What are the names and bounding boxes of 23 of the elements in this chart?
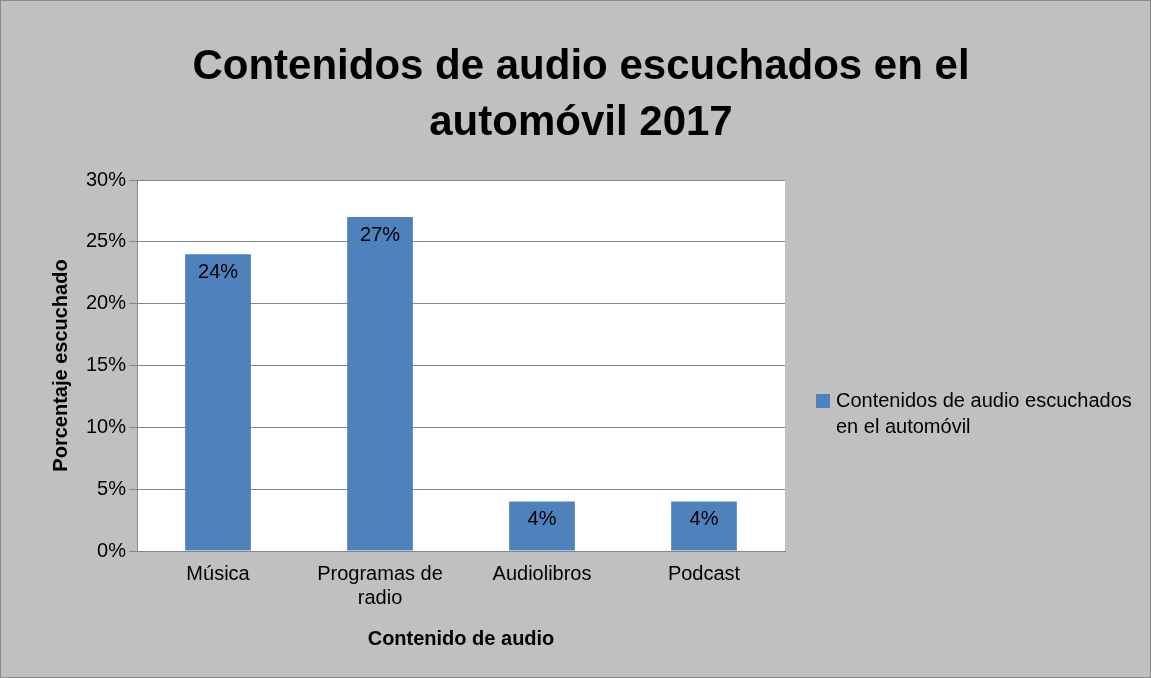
bar	[671, 501, 737, 551]
y-tick-label: 0%	[97, 538, 127, 561]
y-tick-label: 15%	[86, 353, 127, 376]
y-tick-label: 20%	[86, 291, 127, 314]
y-axis-title: Porcentaje escuchado	[48, 259, 71, 472]
data-label: 4%	[527, 507, 557, 530]
data-label: 27%	[360, 222, 401, 245]
bar	[347, 217, 413, 551]
y-tick-label: 25%	[86, 229, 127, 252]
data-label: 4%	[689, 507, 719, 530]
chart-title: Contenidos de audio escuchados en el automóvil 2017	[191, 40, 971, 146]
bar	[509, 501, 575, 551]
x-axis-title: Contenido de audio	[367, 626, 555, 649]
x-tick-label: Música	[186, 561, 251, 584]
x-tick-label: Programas de radio	[317, 561, 443, 608]
y-tick-label: 10%	[86, 414, 127, 437]
x-tick-label: Podcast	[667, 561, 741, 584]
bar	[185, 254, 251, 551]
y-tick-label: 30%	[86, 167, 127, 190]
legend-label: Contenidos de audio escuchados en el automóvil	[836, 388, 1133, 439]
data-label: 24%	[198, 259, 239, 282]
x-tick-label: Audiolibros	[492, 561, 592, 584]
y-tick-label: 5%	[97, 476, 127, 499]
